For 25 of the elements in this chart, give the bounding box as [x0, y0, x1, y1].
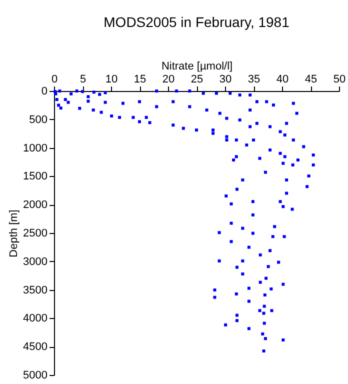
- y-tick-label: 2500: [23, 228, 48, 240]
- y-tick-label: 3500: [23, 284, 48, 296]
- y-axis-title: Depth [m]: [8, 210, 20, 258]
- y-tick-label: 4000: [23, 312, 48, 325]
- y-tick-label: 5000: [23, 370, 48, 382]
- x-tick-label: 25: [190, 74, 204, 86]
- x-tick-label: 15: [134, 74, 146, 86]
- y-tick-label: 500: [29, 114, 48, 126]
- x-tick-label: 50: [333, 74, 346, 86]
- x-tick-label: 45: [304, 74, 318, 86]
- y-tick-label: 4500: [23, 341, 48, 354]
- y-tick-label: 1000: [23, 142, 48, 154]
- chart-title: MODS2005 in February, 1981: [104, 14, 290, 30]
- x-tick-label: 0: [51, 74, 58, 86]
- x-tick-label: 30: [219, 74, 232, 86]
- x-tick-label: 10: [105, 74, 118, 86]
- x-axis-title: Nitrate [µmol/l]: [161, 60, 233, 72]
- y-tick-label: 3000: [23, 256, 48, 268]
- x-tick-label: 5: [80, 74, 86, 86]
- y-tick-label: 0: [41, 86, 48, 98]
- x-tick-label: 35: [248, 74, 260, 86]
- y-tick-label: 1500: [23, 170, 48, 183]
- x-tick-label: 20: [162, 74, 175, 86]
- x-tick-label: 40: [276, 74, 289, 86]
- y-tick-label: 2000: [23, 199, 48, 212]
